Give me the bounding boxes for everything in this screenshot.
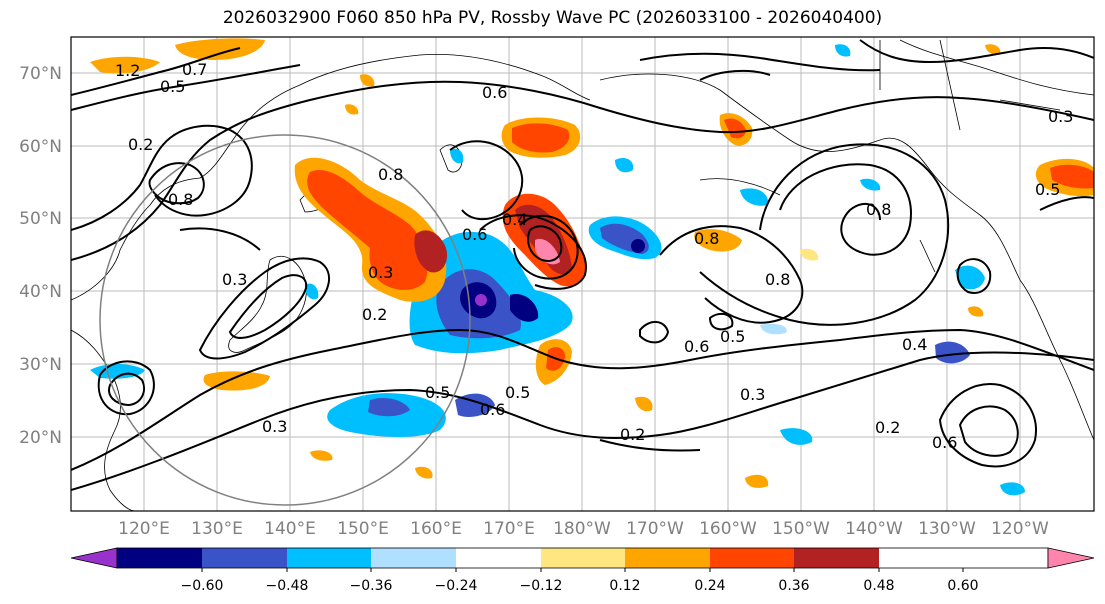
lon-label: 150°W bbox=[772, 519, 830, 539]
map-title: 2026032900 F060 850 hPa PV, Rossby Wave … bbox=[222, 8, 883, 28]
contour-label: 0.8 bbox=[378, 165, 403, 184]
lon-label: 120°E bbox=[118, 519, 170, 539]
lat-label: 20°N bbox=[19, 428, 62, 448]
lat-label: 40°N bbox=[19, 282, 62, 302]
colorbar-cell bbox=[202, 548, 287, 568]
colorbar-cell bbox=[794, 548, 879, 568]
colorbar-cell bbox=[371, 548, 456, 568]
contour-label: 0.5 bbox=[160, 77, 185, 96]
contour-label: 0.6 bbox=[482, 83, 507, 102]
contour-label: 0.3 bbox=[368, 263, 393, 282]
colorbar-extend-high bbox=[1047, 547, 1095, 569]
colorbar-extend-low bbox=[70, 547, 118, 569]
lon-label: 140°E bbox=[264, 519, 316, 539]
contour-label: 0.3 bbox=[1048, 107, 1073, 126]
contour-label: 0.4 bbox=[502, 210, 527, 229]
colorbar-tick-label: 0.60 bbox=[947, 578, 978, 594]
contour-label: 0.2 bbox=[620, 425, 645, 444]
contour-label: 0.6 bbox=[684, 337, 709, 356]
contour-label: 0.3 bbox=[740, 385, 765, 404]
contour-label: 0.6 bbox=[480, 400, 505, 419]
colorbar-cell bbox=[456, 548, 541, 568]
contour-label: 0.3 bbox=[262, 417, 287, 436]
colorbar-tick-label: −0.60 bbox=[181, 578, 224, 594]
contour-label: 0.6 bbox=[932, 433, 957, 452]
colorbar-cell bbox=[117, 548, 202, 568]
coastlines bbox=[71, 39, 1094, 511]
contour-label: 0.4 bbox=[902, 335, 927, 354]
contour-label: 0.8 bbox=[765, 270, 790, 289]
lon-label: 180°W bbox=[553, 519, 611, 539]
lat-label: 60°N bbox=[19, 137, 62, 157]
colorbar-tick-label: −0.12 bbox=[520, 578, 563, 594]
contour-label: 0.5 bbox=[1035, 180, 1060, 199]
contour-label: 1.2 bbox=[115, 61, 140, 80]
colorbar-tick-label: 0.48 bbox=[863, 578, 894, 594]
lon-label: 130°E bbox=[191, 519, 243, 539]
lon-label: 160°W bbox=[699, 519, 757, 539]
contour-labels: 0.2 0.3 0.5 0.6 0.8 1.2 0.7 0.2 0.3 0.6 … bbox=[115, 60, 1073, 452]
lat-label: 30°N bbox=[19, 355, 62, 375]
colorbar-cell bbox=[541, 548, 625, 568]
contour-label: 0.3 bbox=[222, 270, 247, 289]
lon-label: 120°W bbox=[991, 519, 1049, 539]
contour-label: 0.8 bbox=[168, 190, 193, 209]
contour-label: 0.2 bbox=[875, 418, 900, 437]
colorbar-tick-label: −0.36 bbox=[350, 578, 393, 594]
contour-label: 0.6 bbox=[462, 225, 487, 244]
contour-label: 0.8 bbox=[866, 200, 891, 219]
map-frame bbox=[70, 36, 1095, 512]
contour-label: 0.7 bbox=[182, 60, 207, 79]
colorbar-tick-label: 0.12 bbox=[609, 578, 640, 594]
lon-label: 170°E bbox=[483, 519, 535, 539]
contour-label: 0.5 bbox=[505, 383, 530, 402]
colorbar: −0.60 −0.48 −0.36 −0.24 −0.12 0.12 0.24 0.36 0.4… bbox=[70, 547, 1095, 594]
lon-label: 150°E bbox=[337, 519, 389, 539]
colorbar-tick-label: −0.48 bbox=[266, 578, 309, 594]
colorbar-cell bbox=[287, 548, 371, 568]
longitude-labels: 120°E 130°E 140°E 150°E 160°E 170°E 180°… bbox=[118, 519, 1049, 539]
colorbar-cell bbox=[710, 548, 794, 568]
reference-circle bbox=[99, 134, 471, 506]
contour-label: 0.2 bbox=[128, 135, 153, 154]
graticule bbox=[71, 37, 1094, 511]
lat-label: 50°N bbox=[19, 209, 62, 229]
contour-label: 0.5 bbox=[720, 327, 745, 346]
pv-anomaly-fills bbox=[90, 38, 1094, 496]
lon-label: 130°W bbox=[918, 519, 976, 539]
lon-label: 140°W bbox=[845, 519, 903, 539]
contour-label: 0.8 bbox=[694, 229, 719, 248]
lon-label: 170°W bbox=[626, 519, 684, 539]
lat-label: 70°N bbox=[19, 64, 62, 84]
contour-label: 0.2 bbox=[362, 305, 387, 324]
lon-label: 160°E bbox=[410, 519, 462, 539]
colorbar-tick-label: −0.24 bbox=[435, 578, 478, 594]
colorbar-tick-label: 0.24 bbox=[694, 578, 725, 594]
latitude-labels: 70°N 60°N 50°N 40°N 30°N 20°N bbox=[19, 64, 62, 448]
colorbar-cell bbox=[625, 548, 710, 568]
colorbar-tick-label: 0.36 bbox=[778, 578, 809, 594]
contour-label: 0.5 bbox=[425, 383, 450, 402]
pv-contours bbox=[71, 39, 1094, 491]
